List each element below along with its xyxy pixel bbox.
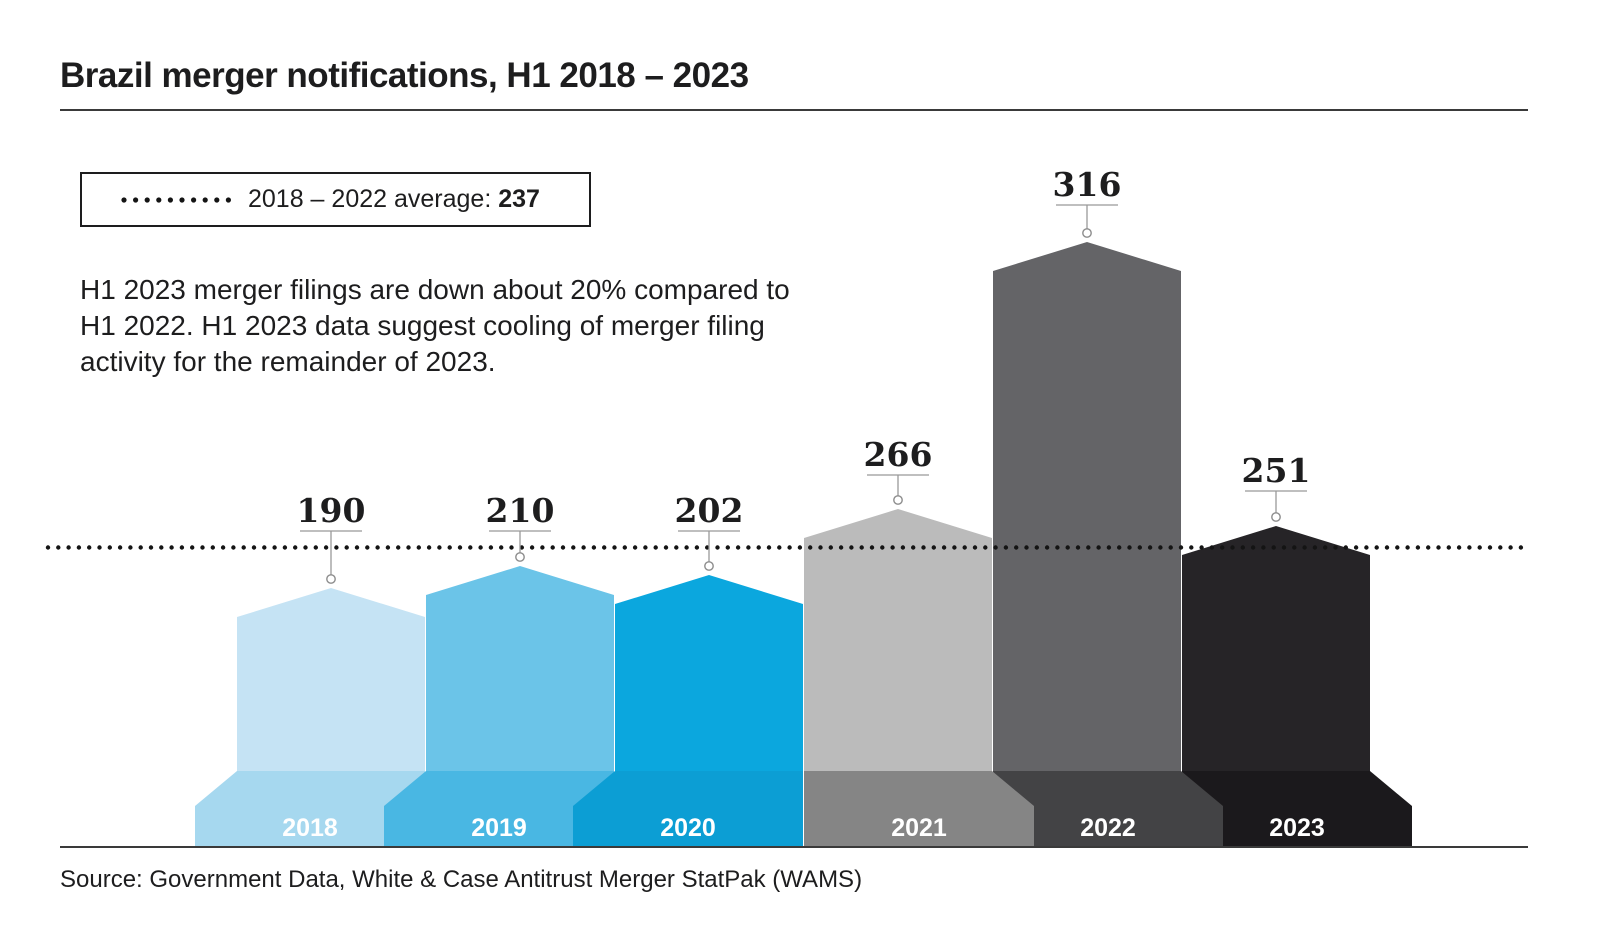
value-marker-circle-2022 [1082, 228, 1092, 238]
commentary-line: activity for the remainder of 2023. [80, 346, 496, 377]
commentary-line: H1 2023 merger filings are down about 20… [80, 274, 790, 305]
bar-year-label-2018: 2018 [282, 814, 338, 842]
bar-value-label-2023: 251 [1242, 451, 1311, 490]
bar-pedestal-2020 [573, 771, 803, 846]
commentary-line: H1 2022. H1 2023 data suggest cooling of… [80, 310, 765, 341]
bar-pedestal-2023 [1182, 771, 1412, 846]
value-marker-circle-2020 [704, 561, 714, 571]
bar-value-label-2021: 266 [864, 435, 933, 474]
average-legend: 2018 – 2022 average: 237 [80, 172, 591, 227]
bar-value-label-2018: 190 [297, 491, 366, 530]
bar-shaft-2019 [426, 566, 614, 771]
bar-shaft-2021 [804, 509, 992, 771]
bar-pedestal-2018 [195, 771, 425, 846]
bar-shaft-2020 [615, 575, 803, 771]
legend-value: 237 [498, 185, 540, 213]
bar-year-label-2023: 2023 [1269, 814, 1325, 842]
bar-year-label-2020: 2020 [660, 814, 716, 842]
legend-label-text: 2018 – 2022 average: [248, 185, 492, 213]
bar-year-label-2019: 2019 [471, 814, 527, 842]
legend-label: 2018 – 2022 average: 237 [248, 185, 540, 214]
bar-value-label-2019: 210 [486, 491, 555, 530]
bar-shaft-2023 [1182, 526, 1370, 771]
page-title: Brazil merger notifications, H1 2018 – 2… [60, 56, 749, 95]
bar-year-label-2022: 2022 [1080, 814, 1136, 842]
source-note: Source: Government Data, White & Case An… [60, 866, 863, 893]
value-marker-circle-2018 [326, 574, 336, 584]
bar-pedestal-2019 [384, 771, 614, 846]
bar-year-label-2021: 2021 [891, 814, 947, 842]
value-marker-circle-2023 [1271, 512, 1281, 522]
bar-value-label-2020: 202 [675, 491, 744, 530]
title-rule [60, 109, 1528, 111]
commentary: H1 2023 merger filings are down about 20… [80, 272, 790, 380]
value-marker-circle-2021 [893, 495, 903, 505]
bar-value-label-2022: 316 [1053, 165, 1122, 204]
bar-shaft-2022 [993, 242, 1181, 771]
bar-pedestal-2022 [993, 771, 1223, 846]
bar-shaft-2018 [237, 588, 425, 771]
value-marker-circle-2019 [515, 552, 525, 562]
bar-pedestal-2021 [804, 771, 1034, 846]
